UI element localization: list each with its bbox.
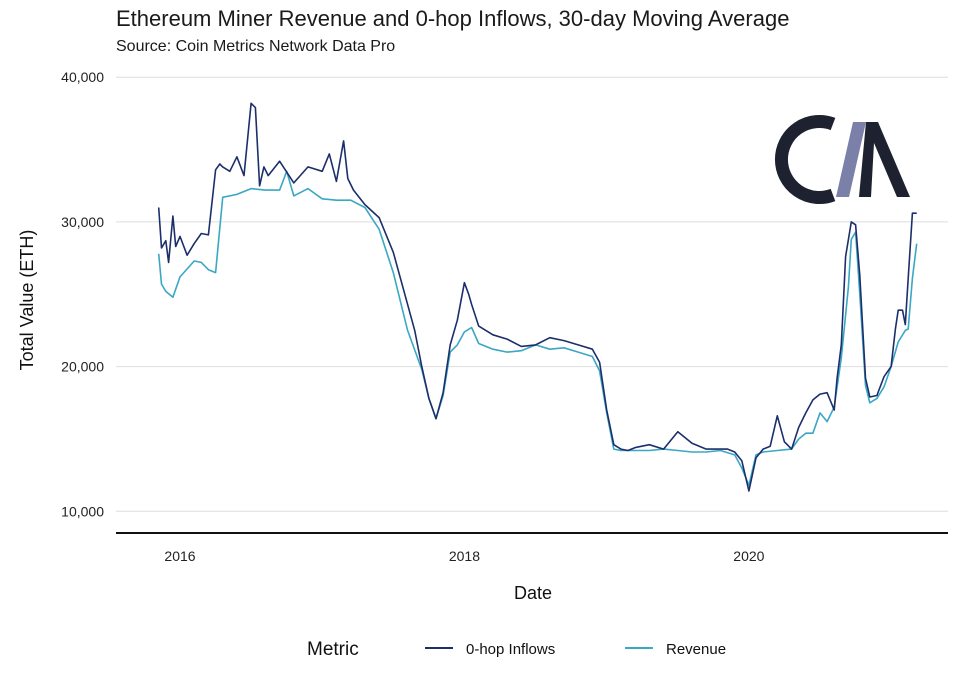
chart-title: Ethereum Miner Revenue and 0-hop Inflows…: [116, 6, 790, 31]
x-tick-labels: 2016 2018 2020: [164, 548, 764, 564]
coin-metrics-logo: CM: [775, 115, 910, 204]
x-tick-label: 2018: [449, 548, 480, 564]
chart-subtitle: Source: Coin Metrics Network Data Pro: [116, 38, 396, 55]
y-tick-label: 40,000: [61, 69, 104, 85]
legend: Metric 0-hop Inflows Revenue: [307, 639, 726, 660]
x-axis-title: Date: [514, 583, 552, 603]
legend-label-0-hop-inflows: 0-hop Inflows: [466, 641, 555, 658]
y-tick-label: 10,000: [61, 503, 104, 519]
series-line-0-hop-inflows: [157, 102, 917, 492]
series-lines: [157, 102, 918, 492]
logo-slash: [836, 122, 866, 197]
x-tick-label: 2020: [733, 548, 764, 564]
logo-c-shape: [775, 115, 836, 204]
logo-m-shape: [859, 122, 910, 197]
y-tick-label: 30,000: [61, 214, 104, 230]
y-tick-labels: 10,000 20,000 30,000 40,000: [61, 69, 104, 519]
gridlines: [116, 76, 948, 512]
x-tick-label: 2016: [164, 548, 195, 564]
y-tick-label: 20,000: [61, 359, 104, 375]
legend-title: Metric: [307, 639, 359, 660]
legend-label-revenue: Revenue: [666, 641, 726, 658]
y-axis-title: Total Value (ETH): [17, 230, 37, 371]
series-line-revenue: [157, 170, 918, 487]
